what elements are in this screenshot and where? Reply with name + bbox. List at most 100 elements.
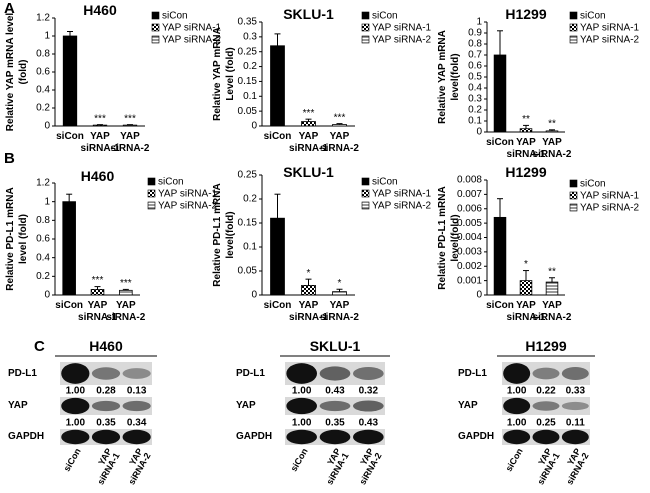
- y-tick-label: 0.2: [468, 105, 482, 116]
- legend-swatch: [569, 179, 578, 188]
- significance-label: *: [307, 268, 311, 279]
- y-tick-label: 0.2: [36, 271, 50, 282]
- row-label: YAP: [458, 400, 478, 411]
- bar: [545, 281, 559, 296]
- y-tick-label: 0.002: [457, 261, 482, 272]
- quant-value: 0.34: [127, 418, 147, 429]
- x-tick-label: YAP siRNA-2: [106, 300, 146, 323]
- legend-label: YAP siRNA-2: [580, 35, 640, 46]
- y-tick-label: 0.007: [457, 189, 482, 200]
- blot-band: [122, 368, 151, 379]
- bar: [122, 124, 138, 127]
- y-axis-label: Relative PD-L1 mRNA level(fold): [212, 183, 236, 287]
- legend-swatch: [147, 177, 156, 186]
- blot-band: [91, 400, 121, 412]
- bar: [301, 284, 316, 296]
- blot-band: [61, 397, 90, 415]
- legend-label: YAP siRNA-1: [372, 23, 432, 34]
- legend-label: siCon: [580, 11, 606, 22]
- y-tick-label: 0.9: [468, 28, 482, 39]
- chart-title: SKLU-1: [283, 6, 334, 22]
- y-tick-label: 0.05: [238, 266, 258, 277]
- blot-band: [91, 429, 121, 445]
- chart-title: H460: [83, 2, 117, 18]
- y-tick-label: 0.35: [238, 17, 258, 28]
- blot-title: SKLU-1: [309, 338, 361, 354]
- x-tick-label: YAP siRNA-1: [289, 131, 328, 154]
- x-tick-label: YAP siRNA-1: [506, 300, 546, 323]
- significance-label: ***: [92, 275, 104, 286]
- significance-label: ***: [94, 113, 106, 124]
- x-tick-label: YAP siRNA-2: [110, 131, 150, 154]
- chart-title: SKLU-1: [283, 164, 334, 180]
- y-tick-label: 0.004: [457, 232, 482, 243]
- y-tick-label: 0.15: [238, 218, 258, 229]
- blot-band: [503, 397, 531, 415]
- bar: [332, 124, 347, 127]
- blot-title: H460: [89, 338, 123, 354]
- legend-label: siCon: [162, 11, 188, 22]
- quant-value: 0.33: [566, 386, 586, 397]
- y-tick-label: 0.7: [468, 50, 482, 61]
- y-tick-label: 0.008: [457, 175, 482, 186]
- y-tick-label: 0.003: [457, 247, 482, 258]
- y-tick-label: 1.2: [36, 13, 50, 24]
- y-tick-label: 0: [476, 290, 482, 301]
- blot-band: [561, 429, 589, 445]
- y-tick-label: 0.6: [36, 234, 50, 245]
- row-label: PD-L1: [8, 367, 37, 379]
- significance-label: ***: [124, 113, 136, 124]
- chart-title: H1299: [505, 6, 547, 22]
- blot-band: [286, 363, 317, 384]
- legend-label: YAP siRNA-1: [162, 23, 222, 34]
- bar: [493, 216, 507, 296]
- legend-swatch: [147, 201, 156, 210]
- row-label: YAP: [236, 400, 256, 411]
- legend-swatch: [361, 201, 370, 210]
- x-tick-label: YAP siRNA-1: [80, 131, 120, 154]
- y-axis-label: Relative YAP mRNA Level (fold): [212, 27, 236, 121]
- blot-band: [286, 429, 317, 445]
- legend-label: siCon: [372, 177, 398, 188]
- y-tick-label: 0.5: [468, 72, 482, 83]
- quant-value: 0.22: [536, 386, 556, 397]
- y-tick-label: 0.1: [468, 116, 482, 127]
- x-tick-label: YAP siRNA-1: [289, 300, 328, 323]
- bar: [545, 130, 559, 133]
- chart-title: H1299: [505, 164, 547, 180]
- legend-label: YAP siRNA-2: [372, 201, 432, 212]
- x-tick-label: YAP siRNA-2: [532, 137, 572, 160]
- quant-value: 0.32: [359, 386, 379, 397]
- legend-swatch: [147, 189, 156, 198]
- blot-band: [91, 367, 121, 380]
- bar: [119, 289, 133, 296]
- quant-value: 1.00: [507, 418, 527, 429]
- y-tick-label: 0.3: [468, 94, 482, 105]
- blot-band: [561, 367, 589, 380]
- y-tick-label: 0: [44, 290, 50, 301]
- legend-label: siCon: [580, 179, 606, 190]
- blot-band: [353, 367, 384, 380]
- y-tick-label: 0: [251, 121, 257, 132]
- legend-swatch: [361, 11, 370, 20]
- y-tick-label: 0.25: [238, 46, 258, 57]
- blot-band: [532, 429, 560, 445]
- y-tick-label: 0.2: [243, 61, 257, 72]
- legend-label: siCon: [158, 177, 184, 188]
- bar: [62, 201, 76, 296]
- row-label: PD-L1: [236, 367, 265, 379]
- y-tick-label: 1.2: [36, 178, 50, 189]
- bar: [493, 54, 507, 133]
- x-tick-label: siCon: [486, 137, 514, 148]
- quant-value: 1.00: [66, 418, 86, 429]
- y-axis-label: Relative PD-L1 mRNA level (fold): [5, 187, 29, 291]
- legend-label: siCon: [372, 11, 398, 22]
- y-tick-label: 0.006: [457, 203, 482, 214]
- blot-band: [61, 363, 90, 384]
- legend-label: YAP siRNA-1: [580, 191, 640, 202]
- significance-label: ***: [120, 278, 132, 289]
- quant-value: 1.00: [292, 418, 312, 429]
- row-label: GAPDH: [8, 431, 45, 442]
- quant-value: 1.00: [507, 386, 527, 397]
